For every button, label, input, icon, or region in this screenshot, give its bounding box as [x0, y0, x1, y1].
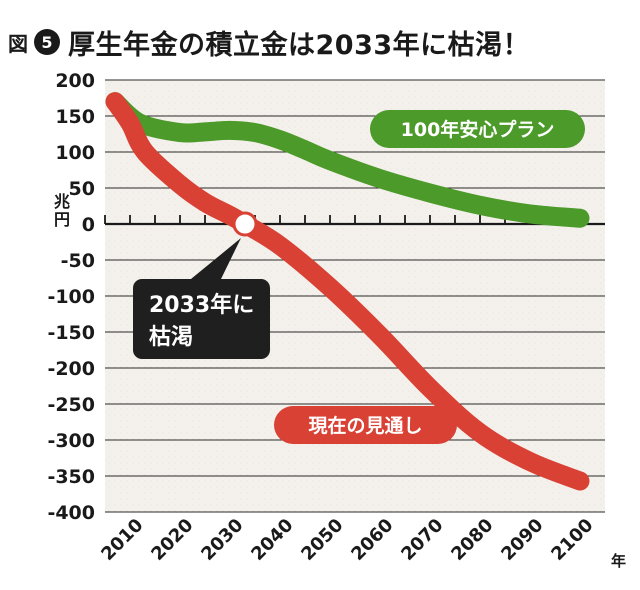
y-tick-label: -250	[47, 394, 95, 416]
y-tick-label: 200	[55, 70, 95, 92]
y-tick-label: -100	[47, 286, 95, 308]
figure-label: 図	[8, 31, 28, 56]
depletion-marker	[232, 211, 258, 237]
callout-text-line2: 枯渇	[149, 324, 193, 350]
series-label-forecast: 現在の見通し	[308, 414, 422, 437]
figure-number-badge: 5	[34, 29, 60, 55]
series-line-forecast	[105, 92, 590, 491]
y-tick-label: -200	[47, 358, 95, 380]
x-tick-label: 2090	[497, 515, 547, 565]
series-line-plan	[105, 92, 590, 228]
x-tick-label: 2060	[347, 515, 397, 565]
y-axis-label: 円	[54, 210, 70, 229]
x-tick-label: 2040	[247, 515, 297, 565]
y-tick-label: 50	[69, 178, 95, 200]
y-axis-label: 兆	[54, 192, 70, 211]
x-tick-label: 2080	[447, 515, 497, 565]
figure-header: 図 5 厚生年金の積立金は2033年に枯渇！	[8, 22, 530, 62]
x-tick-label: 2020	[147, 515, 197, 565]
x-tick-label: 2070	[397, 515, 447, 565]
y-tick-label: 150	[55, 106, 95, 128]
y-tick-label: -50	[61, 250, 95, 272]
y-tick-label: -350	[47, 466, 95, 488]
callout-pointer	[191, 238, 241, 279]
series-label-plan-pill	[370, 110, 585, 148]
y-tick-label: 100	[55, 142, 95, 164]
y-tick-label: 0	[82, 214, 95, 236]
series-label-forecast-pill	[274, 406, 457, 444]
x-axis-label: 年	[611, 552, 626, 570]
y-tick-label: -400	[47, 502, 95, 524]
y-tick-label: -300	[47, 430, 95, 452]
x-tick-label: 2010	[97, 515, 147, 565]
chart-title: 厚生年金の積立金は2033年に枯渇！	[68, 29, 531, 61]
y-tick-label: -150	[47, 322, 95, 344]
x-tick-label: 2100	[547, 515, 597, 565]
x-tick-label: 2050	[297, 515, 347, 565]
series-label-plan: 100年安心プラン	[401, 118, 555, 141]
x-tick-label: 2030	[197, 515, 247, 565]
callout-text-line1: 2033年に	[149, 292, 254, 318]
callout-box	[133, 279, 270, 359]
